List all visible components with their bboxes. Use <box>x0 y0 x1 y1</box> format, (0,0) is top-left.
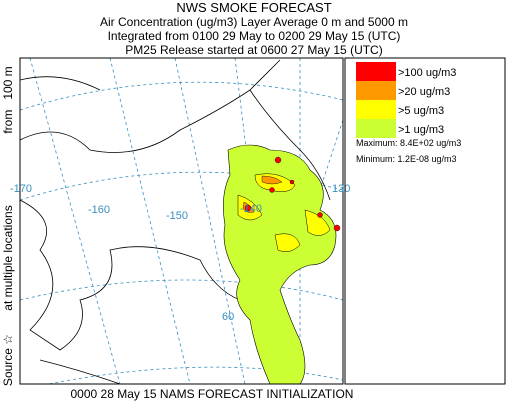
legend: Maximum: 8.4E+02 ug/m3 Minimum: 1.2E-08 … <box>344 57 506 385</box>
legend-label: >5 ug/m3 <box>398 105 444 117</box>
map-frame <box>19 57 344 385</box>
subtitle: Integrated from 0100 29 May to 0200 29 M… <box>108 29 401 43</box>
legend-label: >20 ug/m3 <box>398 86 450 98</box>
map-label: 130 <box>332 183 350 195</box>
plume-100 <box>244 156 341 232</box>
legend-swatch <box>356 100 396 119</box>
legend-label: >100 ug/m3 <box>398 67 456 79</box>
coastline <box>20 59 331 384</box>
map-label: -170 <box>10 183 32 195</box>
map-label: -150 <box>166 210 188 222</box>
legend-label: >1 ug/m3 <box>398 124 444 136</box>
side-text: from 100 m <box>1 66 15 133</box>
side-label: Source ☆ at multiple locations from 100 … <box>1 66 15 386</box>
legend-swatch <box>356 81 396 100</box>
minimum: Minimum: 1.2E-08 ug/m3 <box>356 154 457 164</box>
side-text: Source ☆ <box>1 334 15 386</box>
subtitle: Air Concentration (ug/m3) Layer Average … <box>100 15 408 29</box>
side-text: at multiple locations <box>1 205 15 310</box>
subtitle: PM25 Release started at 0600 27 May 15 (… <box>125 43 382 57</box>
legend-swatch <box>356 62 396 81</box>
map-label: -160 <box>88 204 110 216</box>
legend-swatch <box>356 119 396 138</box>
latitude-lines <box>20 81 343 384</box>
plume-5 <box>237 173 331 252</box>
maximum: Maximum: 8.4E+02 ug/m3 <box>356 138 461 148</box>
title: NWS SMOKE FORECAST <box>176 0 331 15</box>
map-label: -140 <box>240 203 262 215</box>
footer: 0000 28 May 15 NAMS FORECAST INITIALIZAT… <box>71 387 354 401</box>
map-label: 60 <box>222 311 234 323</box>
map: -170 -160 -150 -140 130 60 <box>10 57 350 385</box>
legend-frame <box>344 57 506 385</box>
